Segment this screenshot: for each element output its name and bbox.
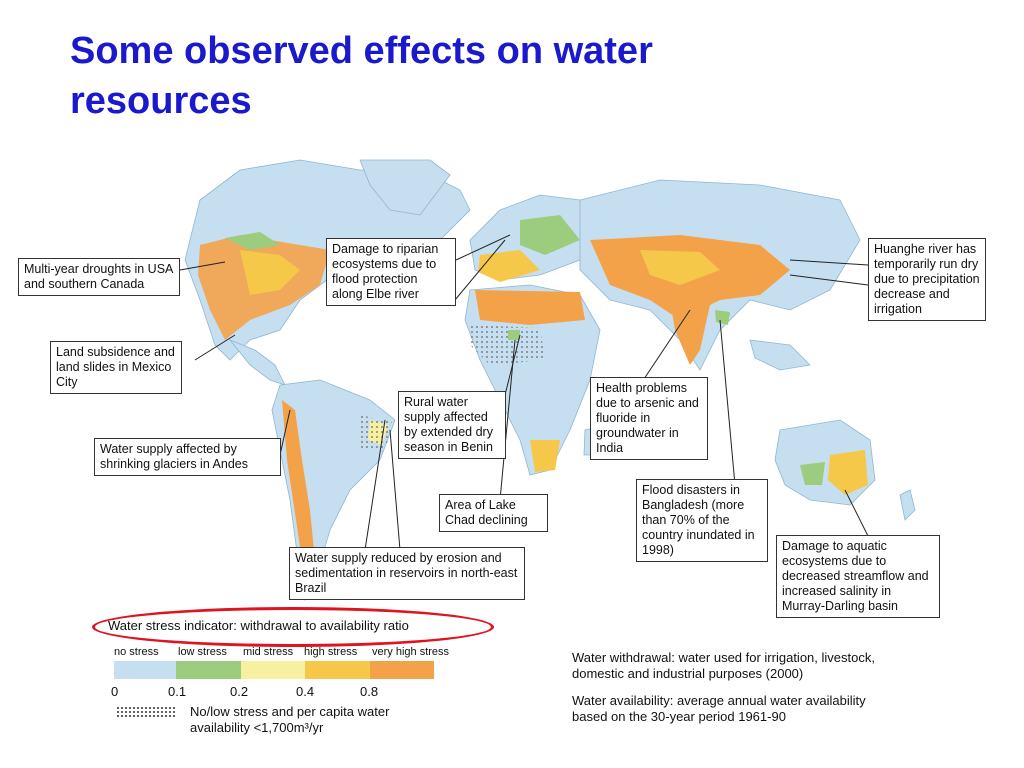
europe-low-stress [520,215,580,255]
callout-benin: Rural water supply affected by extended … [398,391,506,459]
callout-huanghe-river: Huanghe river has temporarily run dry du… [868,238,986,321]
callout-elbe-river: Damage to riparian ecosystems due to flo… [326,238,456,306]
andes-stress-region [282,400,315,580]
usa-high-stress [240,250,300,295]
legend-category-no-stress: no stress [114,646,159,658]
southern-africa-stress [530,440,560,472]
legend-title: Water stress indicator: withdrawal to av… [108,618,409,633]
legend-category-low-stress: low stress [178,646,227,658]
greenland-landmass [359,159,451,216]
callout-mexico-city: Land subsidence and land slides in Mexic… [50,341,182,394]
legend-hatch-note-line2: availability <1,700m³/yr [190,720,324,735]
murray-darling-stress [828,450,868,495]
asia-high-stress [640,250,720,285]
sahel-dots [470,325,545,365]
india-stress [670,300,710,365]
callout-usa-droughts: Multi-year droughts in USA and southern … [18,258,180,296]
legend-highlight-oval [92,607,494,647]
legend-tick-0.1: 0.1 [168,684,187,699]
australia-low-stress [800,462,825,485]
legend-swatch-no-stress [114,661,176,679]
callout-india-arsenic: Health problems due to arsenic and fluor… [590,377,708,460]
north-africa-stress [475,290,585,325]
bangladesh-region [715,310,730,325]
callout-bangladesh-floods: Flood disasters in Bangladesh (more than… [636,479,768,562]
legend-swatch-very-high-stress [370,661,434,679]
legend-swatch-low-stress [176,661,241,679]
new-zealand-landmass [899,489,916,521]
legend-tick-0.4: 0.4 [296,684,315,699]
note-water-withdrawal: Water withdrawal: water used for irrigat… [572,650,875,681]
legend-category-very-high-stress: very high stress [372,646,450,658]
legend-tick-0: 0 [111,684,119,699]
central-america-landmass [228,339,286,386]
legend-swatch-mid-stress [241,661,305,679]
callout-murray-darling: Damage to aquatic ecosystems due to decr… [776,535,940,618]
legend-swatch-high-stress [305,661,370,679]
europe-stress [478,250,540,282]
legend-tick-0.8: 0.8 [360,684,379,699]
lake-chad-region [508,330,520,340]
callout-lake-chad: Area of Lake Chad declining [439,494,548,532]
slide-title: Some observed effects on water resources [70,30,653,122]
legend-category-mid-stress: mid stress [243,646,294,658]
callout-andes-glaciers: Water supply affected by shrinking glaci… [94,438,281,476]
note-water-availability: Water availability: average annual water… [572,693,866,724]
callout-ne-brazil: Water supply reduced by erosion and sedi… [289,547,525,600]
legend-hatch-swatch [116,706,176,718]
legend-tick-0.2: 0.2 [230,684,249,699]
canada-low-stress [225,232,280,250]
ne-brazil-dots [358,415,392,452]
legend-category-high-stress: high stress [304,646,358,658]
se-asia-landmass [749,339,811,371]
leader-lines [179,234,871,551]
legend-hatch-note-line1: No/low stress and per capita water [190,704,390,719]
